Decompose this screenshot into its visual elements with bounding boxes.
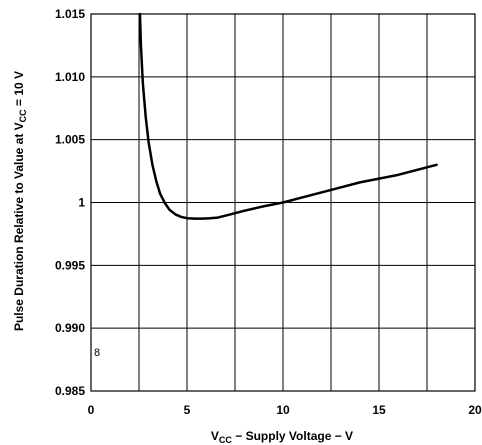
y-tick-label-3: 1 bbox=[78, 196, 85, 210]
x-tick-label-4: 20 bbox=[468, 403, 482, 417]
y-axis-title-rest: = 10 V bbox=[12, 71, 26, 109]
x-axis-title-subscript: CC bbox=[219, 435, 232, 445]
x-tick-label-1: 5 bbox=[184, 403, 191, 417]
x-axis-title-main: V bbox=[211, 429, 219, 443]
plot-frame bbox=[90, 13, 476, 392]
y-tick-labels: 0.985 0.990 0.995 1 1.005 1.010 1.015 bbox=[55, 7, 85, 398]
y-axis-title-main: Pulse Duration Relative to Value at V bbox=[12, 122, 26, 331]
y-tick-label-5: 1.010 bbox=[55, 70, 85, 84]
x-tick-labels: 0 5 10 15 20 bbox=[88, 403, 482, 417]
x-tick-label-2: 10 bbox=[276, 403, 290, 417]
y-axis-title: Pulse Duration Relative to Value at VCC … bbox=[12, 71, 28, 331]
y-axis-title-subscript: CC bbox=[18, 109, 28, 122]
corner-annotation: 8 bbox=[94, 347, 100, 359]
y-tick-label-2: 0.995 bbox=[55, 258, 85, 272]
x-tick-label-0: 0 bbox=[88, 403, 95, 417]
y-tick-label-6: 1.015 bbox=[55, 7, 85, 21]
x-tick-label-3: 15 bbox=[372, 403, 386, 417]
y-tick-label-4: 1.005 bbox=[55, 133, 85, 147]
series-line bbox=[138, 12, 438, 220]
y-tick-label-1: 0.990 bbox=[55, 321, 85, 335]
y-tick-label-0: 0.985 bbox=[55, 384, 85, 398]
x-axis-title-rest: − Supply Voltage − V bbox=[232, 429, 353, 443]
x-axis-title: VCC − Supply Voltage − V bbox=[211, 429, 353, 445]
